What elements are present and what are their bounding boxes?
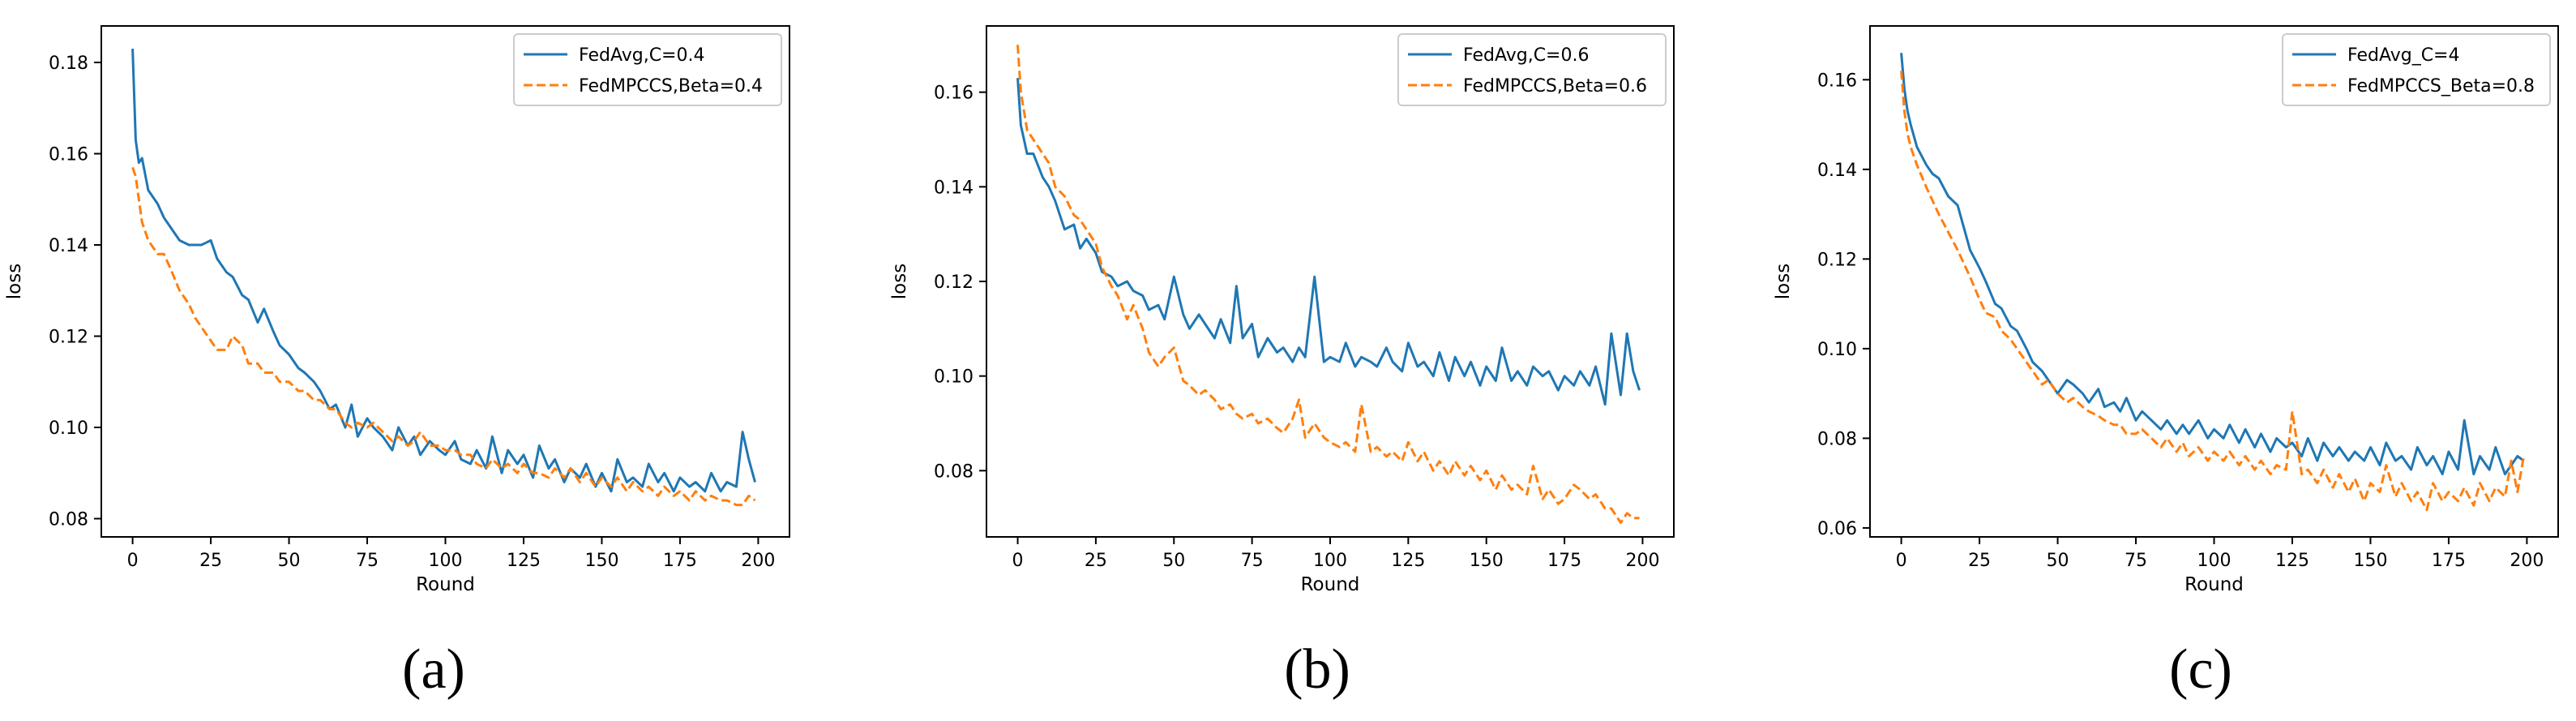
x-tick-label: 200 [741, 551, 775, 571]
y-tick-label: 0.12 [49, 328, 88, 348]
y-tick-label: 0.14 [1817, 161, 1857, 181]
y-tick-label: 0.16 [49, 145, 88, 165]
x-tick-label: 25 [1968, 551, 1991, 571]
y-tick-label: 0.12 [934, 273, 973, 293]
y-tick-label: 0.12 [1817, 250, 1857, 270]
x-tick-label: 25 [199, 551, 222, 571]
y-tick-label: 0.06 [1817, 519, 1857, 539]
y-axis-label: loss [4, 264, 25, 299]
legend-entry: FedMPCCS,Beta=0.4 [579, 76, 763, 97]
x-tick-label: 150 [584, 551, 618, 571]
x-tick-label: 75 [1241, 551, 1264, 571]
chart-panel-0: 0 25 50 75 100 125 150 175 200 0.08 0.10 0.12 0.14 0.… [4, 25, 790, 701]
legend-box [513, 33, 782, 106]
legend: FedAvg,C=0.4 FedMPCCS,Beta=0.4 [513, 33, 782, 106]
x-tick-label: 125 [507, 551, 541, 571]
y-axis-label: loss [1773, 264, 1794, 299]
x-tick-label: 100 [1313, 551, 1347, 571]
x-tick-label: 0 [127, 551, 139, 571]
y-tick-label: 0.10 [49, 418, 88, 439]
x-tick-label: 200 [1625, 551, 1659, 571]
series-line-FedAvg,C=0.6 [1016, 78, 1641, 406]
series-line-FedMPCCS,Beta=0.4 [131, 166, 756, 507]
x-axis-label: Round [2184, 574, 2244, 595]
y-tick-label: 0.10 [934, 367, 973, 388]
x-tick-label: 50 [278, 551, 301, 571]
series-line-FedAvg_C=4 [1900, 53, 2525, 476]
legend-entry: FedAvg,C=0.4 [579, 45, 704, 66]
legend-entry: FedMPCCS_Beta=0.8 [2347, 76, 2535, 97]
panel-caption: (c) [2169, 638, 2232, 701]
x-tick-label: 75 [2125, 551, 2147, 571]
x-tick-label: 150 [1470, 551, 1504, 571]
legend: FedAvg,C=0.6 FedMPCCS,Beta=0.6 [1397, 33, 1667, 106]
y-tick-label: 0.10 [1817, 340, 1857, 360]
x-tick-label: 50 [2047, 551, 2069, 571]
x-tick-label: 25 [1085, 551, 1107, 571]
x-tick-label: 0 [1012, 551, 1024, 571]
chart-panel-1: 0 25 50 75 100 125 150 175 200 0.08 0.10 0.12 0.14 0.… [889, 25, 1675, 701]
chart-panel-2: 0 25 50 75 100 125 150 175 200 0.06 0.08 0.10 0.12 0.… [1773, 25, 2559, 701]
x-tick-label: 150 [2353, 551, 2387, 571]
y-tick-label: 0.14 [934, 178, 973, 198]
series-line-FedAvg,C=0.4 [131, 49, 756, 493]
legend-entry: FedMPCCS,Beta=0.6 [1463, 76, 1647, 97]
x-tick-label: 100 [429, 551, 463, 571]
y-tick-label: 0.08 [49, 510, 88, 530]
x-tick-label: 100 [2197, 551, 2232, 571]
y-tick-label: 0.08 [1817, 429, 1857, 449]
x-tick-label: 175 [663, 551, 697, 571]
legend-box [2282, 33, 2551, 106]
legend: FedAvg_C=4 FedMPCCS_Beta=0.8 [2282, 33, 2551, 106]
x-tick-label: 50 [1162, 551, 1185, 571]
series-line-FedMPCCS,Beta=0.6 [1016, 45, 1640, 524]
legend-entry: FedAvg_C=4 [2347, 45, 2460, 66]
y-tick-label: 0.08 [934, 461, 973, 482]
y-tick-label: 0.14 [49, 236, 88, 256]
x-tick-label: 125 [2275, 551, 2309, 571]
y-tick-label: 0.18 [49, 54, 88, 74]
series-line-FedMPCCS_Beta=0.8 [1900, 71, 2526, 512]
x-tick-label: 175 [1547, 551, 1581, 571]
legend-box [1397, 33, 1667, 106]
x-axis-label: Round [416, 574, 475, 595]
panel-caption: (a) [402, 638, 465, 701]
x-tick-label: 125 [1391, 551, 1425, 571]
panel-caption: (b) [1284, 638, 1350, 701]
x-tick-label: 75 [356, 551, 379, 571]
x-tick-label: 200 [2510, 551, 2544, 571]
x-axis-label: Round [1301, 574, 1360, 595]
y-axis-label: loss [889, 264, 910, 299]
x-tick-label: 175 [2432, 551, 2466, 571]
x-tick-label: 0 [1896, 551, 1907, 571]
y-tick-label: 0.16 [1817, 71, 1857, 91]
y-tick-label: 0.16 [934, 84, 973, 104]
legend-entry: FedAvg,C=0.6 [1463, 45, 1589, 66]
